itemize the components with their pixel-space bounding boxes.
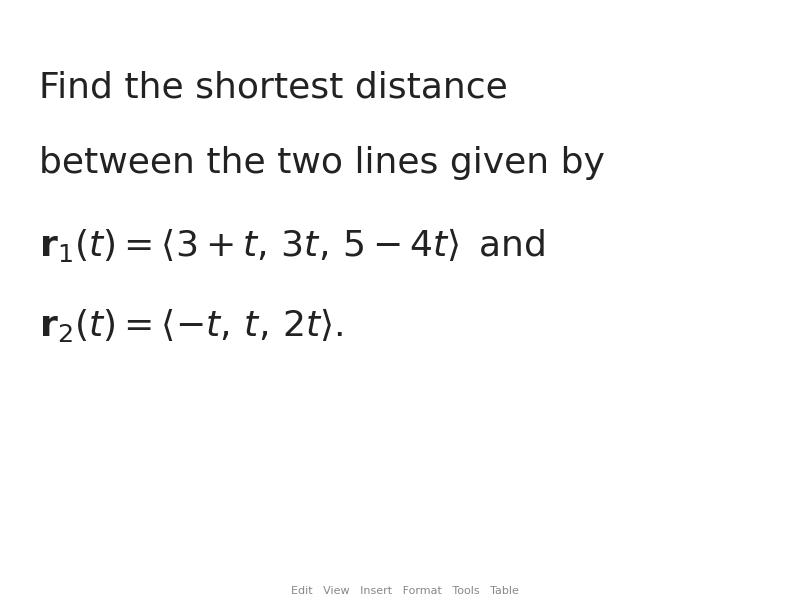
Text: Edit   View   Insert   Format   Tools   Table: Edit View Insert Format Tools Table — [290, 586, 519, 596]
Text: Find the shortest distance: Find the shortest distance — [39, 71, 507, 104]
Text: between the two lines given by: between the two lines given by — [39, 146, 604, 180]
Text: $\mathbf{r}_1(t) = \langle 3+t,\, 3t,\, 5-4t\rangle\,$ and: $\mathbf{r}_1(t) = \langle 3+t,\, 3t,\, … — [39, 226, 545, 263]
Text: $\mathbf{r}_2(t) = \langle{-t},\, t,\, 2t\rangle.$: $\mathbf{r}_2(t) = \langle{-t},\, t,\, 2… — [39, 306, 343, 344]
